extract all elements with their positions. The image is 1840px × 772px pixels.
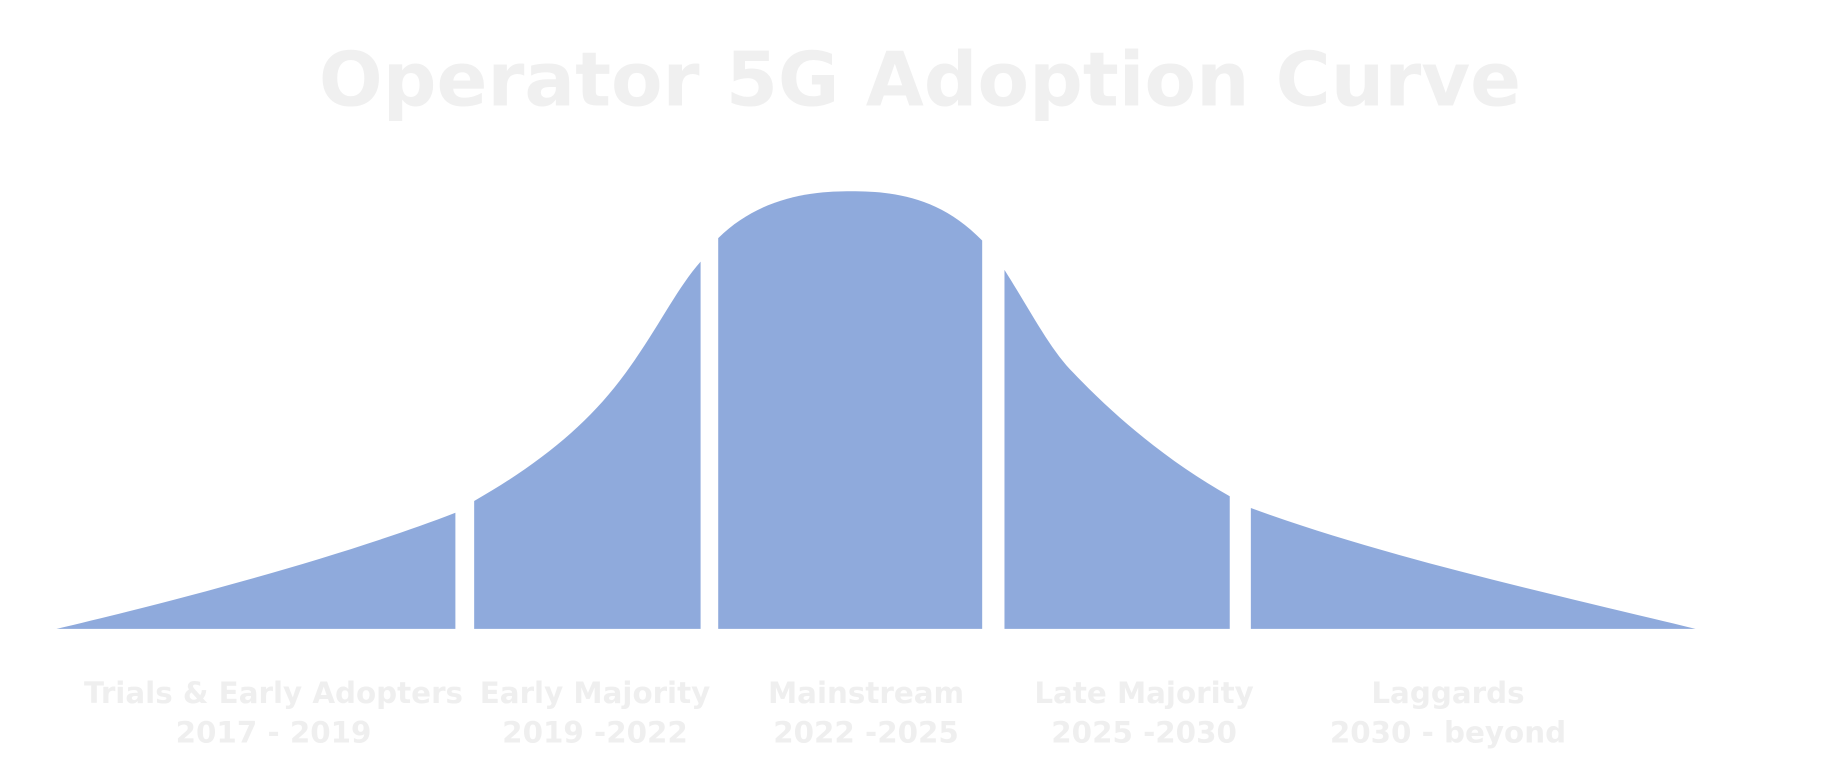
segment-label: Laggards: [1371, 676, 1524, 710]
segment-labels: Trials & Early Adopters 2017 - 2019 Earl…: [84, 676, 1566, 750]
segment-period: 2019 -2022: [502, 716, 688, 750]
segment-label: Late Majority: [1034, 676, 1253, 710]
segment-label: Early Majority: [480, 676, 711, 710]
segment-label: Trials & Early Adopters: [84, 676, 463, 710]
curve-segment: [474, 261, 701, 629]
segment-period: 2030 - beyond: [1330, 716, 1566, 750]
segment-period: 2017 - 2019: [176, 716, 372, 750]
curve-segment: [1250, 508, 1696, 629]
curve-segment: [718, 191, 983, 629]
segment-label: Mainstream: [768, 676, 964, 710]
segment-period: 2025 -2030: [1051, 716, 1237, 750]
title: Operator 5G Adoption Curve: [319, 36, 1521, 124]
curve-segment: [1004, 269, 1230, 629]
curve-segment: [56, 512, 456, 629]
segment-period: 2022 -2025: [773, 716, 959, 750]
